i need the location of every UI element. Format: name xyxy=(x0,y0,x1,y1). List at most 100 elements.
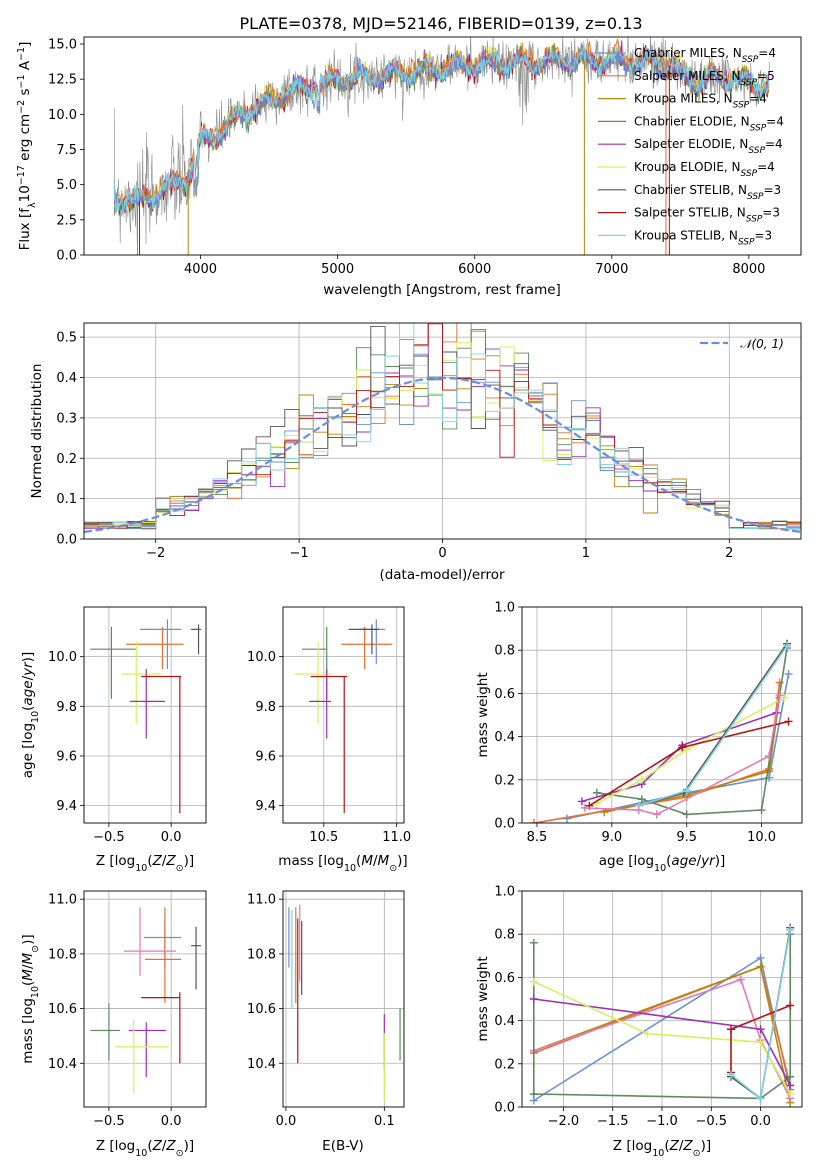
hist-kroupa_stelib xyxy=(84,323,801,529)
label-part: Z xyxy=(152,1138,163,1154)
x-axis-label: Z [log10(Z/Z⊙)] xyxy=(96,1138,194,1159)
label-part: ⊙ xyxy=(389,863,397,874)
legend-sub: SSP xyxy=(747,192,764,202)
label-part: 10 xyxy=(135,1148,147,1159)
x-tick-label: 2 xyxy=(725,546,733,561)
series-marker-chabrier_elodie xyxy=(637,795,646,804)
series-marker-kroupa_elodie xyxy=(529,977,538,986)
label-part: yr xyxy=(700,853,716,869)
axes-age_vs_Z: −0.5 0.09.49.69.810.0Z [log10(Z/Z⊙)]age [… xyxy=(20,606,207,874)
x-tick-label: 0.1 xyxy=(374,1114,395,1129)
y-tick-label: 9.8 xyxy=(56,700,77,715)
label-part: / xyxy=(162,1138,167,1154)
series-marker-kroupa_stelib xyxy=(727,1070,736,1079)
label-part: 10 xyxy=(135,863,147,874)
x-tick-label: 6000 xyxy=(458,262,491,277)
x-axis-label: Z [log10(Z/Z⊙)] xyxy=(96,853,194,874)
y-axis-label: Flux [fλ10−17 erg cm−2 s−1 A−1] xyxy=(16,42,38,251)
axes-mass_vs_ebv: 0.0 0.1 10.4 10.6 10.8 11.0 E(B-V) xyxy=(247,890,405,1154)
series-marker-salpeter_elodie xyxy=(529,995,538,1003)
axes-frame xyxy=(521,606,803,824)
series-marker-chabrier_elodie xyxy=(682,810,691,819)
y-tick-label: 15.0 xyxy=(48,38,77,53)
series-marker-kroupa_elodie xyxy=(786,1090,795,1099)
label-part: Z xyxy=(165,1138,176,1154)
label-part: / xyxy=(679,1138,684,1154)
y-tick-label: 0.2 xyxy=(56,452,77,467)
series-line-salpeter_elodie xyxy=(581,712,777,803)
plot-area-age_vs_mass xyxy=(283,607,404,823)
legend-text: Salpeter STELIB, N xyxy=(634,206,746,220)
plot-area-spectrum xyxy=(113,37,770,255)
spectrum-model-chabrier_miles xyxy=(113,42,770,211)
label-part: 10 xyxy=(652,1148,664,1159)
y-axis-label: age [log10(age/yr)] xyxy=(20,652,41,778)
y-tick-label: 0.4 xyxy=(56,371,77,386)
x-tick-label: −0.5 xyxy=(93,830,125,845)
y-tick-label: 1.0 xyxy=(494,601,515,616)
label-part: / xyxy=(373,853,378,869)
series-marker-salpeter_stelib xyxy=(678,743,687,752)
label-part: ⊙ xyxy=(176,1148,184,1159)
axes-frame xyxy=(83,36,802,256)
y-tick-label: 9.4 xyxy=(255,799,276,814)
y-tick-label: 0.4 xyxy=(494,1014,515,1029)
legend-text: Chabrier MILES, N xyxy=(634,46,742,60)
y-tick-label: 5.0 xyxy=(56,178,77,193)
series-line-kroupa_elodie xyxy=(533,980,791,1095)
y-tick-label: 10.0 xyxy=(48,650,77,665)
series-marker-chabrier_elodie xyxy=(529,938,538,947)
axes-mass_vs_Z: −0.5 0.010.410.610.811.0Z [log10(Z/Z⊙)]ma… xyxy=(20,890,207,1159)
y-tick-label: 0.8 xyxy=(494,928,515,943)
series-line-chabrier_stelib xyxy=(638,643,788,807)
series-marker-kroupa_miles xyxy=(765,767,774,776)
label-part: ⊙ xyxy=(176,863,184,874)
series-marker-kroupa_stelib xyxy=(786,925,795,934)
x-axis-label: Z [log10(Z/Z⊙)] xyxy=(613,1138,711,1159)
y-tick-label: 0.6 xyxy=(494,687,515,702)
x-tick-label: 0.0 xyxy=(276,1114,297,1129)
x-tick-label: 10.5 xyxy=(309,830,338,845)
label-part: age xyxy=(671,853,696,869)
series-line-kroupa_elodie xyxy=(596,696,785,805)
label-part: Z [log xyxy=(96,1138,135,1154)
series-marker-pink xyxy=(736,975,745,984)
series-marker-salpeter_elodie xyxy=(577,797,586,806)
label-part: Z [log xyxy=(96,853,135,869)
x-tick-label: 10.0 xyxy=(747,830,776,845)
y-tick-label: 0.1 xyxy=(56,492,77,507)
y-tick-label: 9.4 xyxy=(56,799,77,814)
series-marker-kroupa_miles xyxy=(756,962,765,971)
y-axis-label: mass weight xyxy=(475,672,491,757)
legend-entry: Salpeter STELIB, NSSP=3 xyxy=(634,206,780,225)
plot-area-age_vs_Z xyxy=(84,607,206,823)
label-part: M xyxy=(20,952,36,964)
series-marker-chabrier_elodie xyxy=(786,1072,795,1081)
legend-entry: Chabrier ELODIE, NSSP=4 xyxy=(634,114,784,133)
axes-frame xyxy=(282,606,405,824)
series-marker-pink xyxy=(652,810,661,819)
x-tick-label: 0.0 xyxy=(750,1114,771,1129)
label-part: ( xyxy=(664,1138,669,1154)
label-part: 10 xyxy=(344,863,356,874)
legend-entry: 𝒩(0, 1) xyxy=(740,337,784,351)
legend-text: Kroupa ELODIE, N xyxy=(634,160,741,174)
label-part: ( xyxy=(147,1138,152,1154)
legend-text: Chabrier ELODIE, N xyxy=(634,114,750,128)
y-tick-label: 0.0 xyxy=(56,249,77,264)
label-part: ( xyxy=(20,706,36,711)
x-axis-label: mass [log10(M/M⊙)] xyxy=(278,853,407,874)
legend-text: Salpeter MILES, N xyxy=(634,69,741,83)
plot-area-mass_vs_Z xyxy=(84,891,206,1107)
series-marker-salpeter_elodie xyxy=(786,1081,795,1090)
axes-spectrum: 4000 5000 6000 7000 8000 0.0 2.5 5.0 7.5 10.0 12.5… xyxy=(16,36,802,298)
label-part: ( xyxy=(666,853,671,869)
label-part: λ xyxy=(27,202,38,208)
normal-curve xyxy=(84,376,801,533)
spectrum-model-kroupa_stelib xyxy=(113,40,770,218)
label-part: −1 xyxy=(16,74,27,88)
legend-text: Salpeter ELODIE, N xyxy=(634,137,748,151)
label-part: 10 xyxy=(30,711,41,723)
legend-entry: Salpeter ELODIE, NSSP=4 xyxy=(634,137,783,156)
